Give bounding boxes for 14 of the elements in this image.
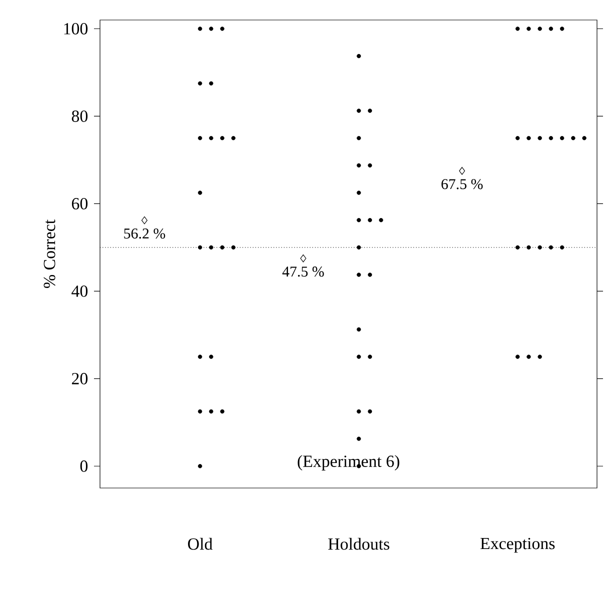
y-tick-label: 40 xyxy=(72,285,88,297)
y-tick-label: 60 xyxy=(72,198,88,210)
x-tick-label: Holdouts xyxy=(328,538,390,550)
x-tick-label: Exceptions xyxy=(480,538,555,553)
y-tick-label: 0 xyxy=(80,460,88,472)
y-tick-label: 100 xyxy=(64,23,88,34)
x-tick-label: Old xyxy=(188,538,213,550)
data-label: 67.5 % xyxy=(442,179,483,190)
annotation: (Experiment 6) xyxy=(298,455,400,470)
y-axis-title: % Correct xyxy=(44,220,56,288)
y-tick-label: 20 xyxy=(72,372,88,384)
data-label: 56.2 % xyxy=(124,228,166,239)
y-tick-label: 80 xyxy=(72,110,88,122)
data-label: 47.5 % xyxy=(282,266,324,277)
